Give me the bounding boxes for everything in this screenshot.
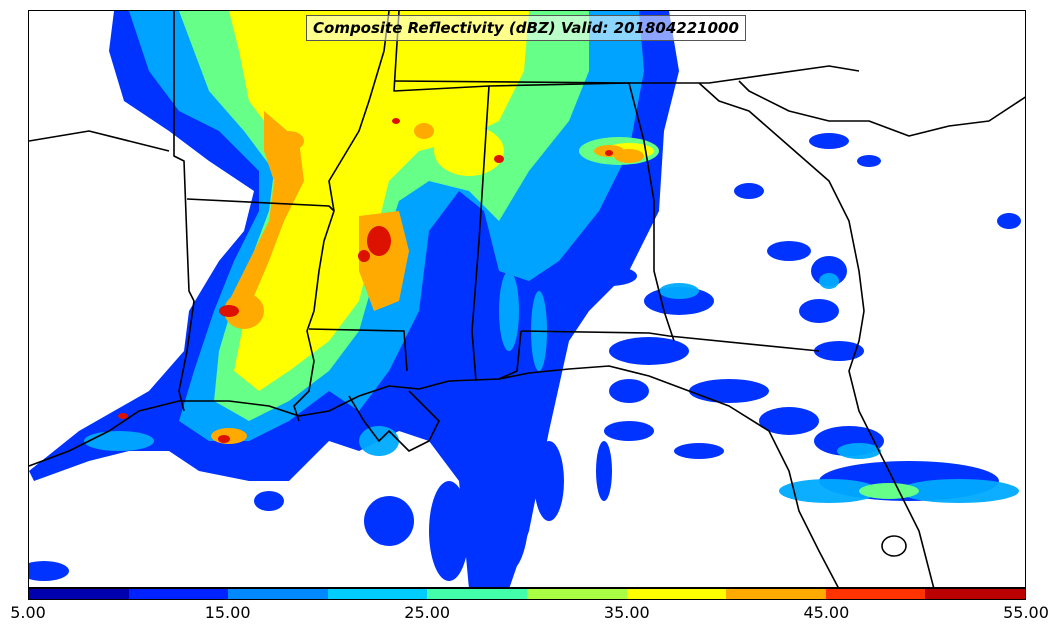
colorbar-segment <box>825 589 926 599</box>
colorbar-segment <box>128 589 229 599</box>
reflectivity-field <box>29 11 1025 587</box>
colorbar-tick-label: 5.00 <box>10 603 46 622</box>
boundaries <box>29 11 1025 587</box>
colorbar-segment <box>228 589 328 599</box>
colorbar-segment <box>526 589 627 599</box>
colorbar-segment <box>427 589 527 599</box>
colorbar-tick-label: 35.00 <box>603 603 650 622</box>
colorbar-segment <box>626 589 727 599</box>
colorbar-segment <box>726 589 826 599</box>
colorbar-tick-label: 25.00 <box>404 603 451 622</box>
colorbar-tick-label: 45.00 <box>803 603 850 622</box>
map-title: Composite Reflectivity (dBZ) Valid: 2018… <box>306 15 746 41</box>
colorbar <box>28 588 1026 600</box>
colorbar-tick-label: 15.00 <box>204 603 251 622</box>
colorbar-tick-label: 55.00 <box>1003 603 1049 622</box>
reflectivity-red-layer <box>118 118 613 443</box>
colorbar-segment <box>925 589 1025 599</box>
radar-map <box>28 10 1026 588</box>
colorbar-segment <box>29 589 129 599</box>
colorbar-segment <box>327 589 428 599</box>
